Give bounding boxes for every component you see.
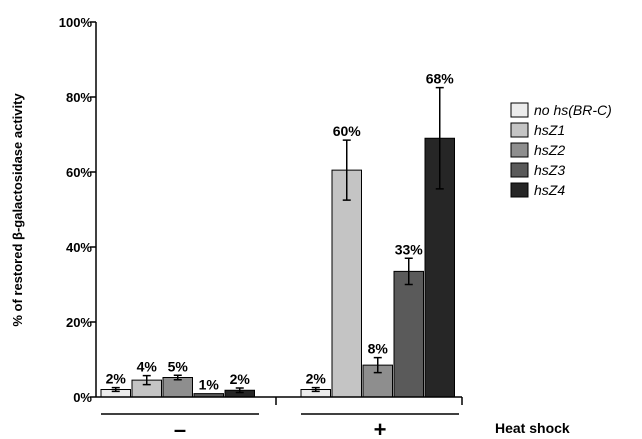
data-label: 68% bbox=[426, 71, 455, 87]
legend-item: hsZ1 bbox=[510, 122, 565, 138]
data-label: 1% bbox=[199, 377, 220, 393]
bar-groups: 2% 4% 5% 1% 2% 2% 60% 8% 33% 68% bbox=[100, 71, 455, 398]
y-tick-label: 0% bbox=[73, 390, 92, 405]
legend: no hs(BR-C) hsZ1 hsZ2 hsZ3 hsZ4 bbox=[510, 102, 612, 198]
legend-item: hsZ3 bbox=[510, 162, 565, 178]
y-axis-label: % of restored β-galactosidase activity bbox=[10, 93, 25, 327]
data-label: 8% bbox=[368, 341, 389, 357]
x-axis: – + bbox=[96, 396, 463, 439]
bar bbox=[393, 270, 424, 398]
data-label: 4% bbox=[137, 359, 158, 375]
legend-swatch bbox=[510, 102, 529, 118]
legend-label: hsZ3 bbox=[534, 162, 565, 178]
y-axis: 0% 20% 40% 60% 80% 100% bbox=[59, 15, 97, 405]
y-tick-label: 100% bbox=[59, 15, 93, 30]
bar bbox=[331, 169, 362, 398]
data-label: 2% bbox=[230, 371, 251, 387]
data-label: 5% bbox=[168, 358, 189, 374]
data-label: 2% bbox=[106, 371, 127, 387]
legend-swatch bbox=[510, 142, 529, 158]
legend-swatch bbox=[510, 182, 529, 198]
data-label: 2% bbox=[306, 371, 327, 387]
legend-swatch bbox=[510, 122, 529, 138]
y-tick-label: 80% bbox=[66, 90, 92, 105]
x-tick-label: + bbox=[374, 417, 387, 439]
data-label: 33% bbox=[395, 241, 424, 257]
legend-item: hsZ2 bbox=[510, 142, 565, 158]
x-axis-title: Heat shock bbox=[495, 420, 570, 436]
legend-label: hsZ1 bbox=[534, 122, 565, 138]
y-tick-label: 20% bbox=[66, 315, 92, 330]
legend-label: no hs(BR-C) bbox=[534, 102, 612, 118]
legend-label: hsZ2 bbox=[534, 142, 565, 158]
legend-swatch bbox=[510, 162, 529, 178]
y-tick-label: 40% bbox=[66, 240, 92, 255]
x-tick-label: – bbox=[174, 417, 186, 439]
legend-label: hsZ4 bbox=[534, 182, 565, 198]
bar-group: 2% 60% 8% 33% 68% bbox=[300, 71, 455, 398]
legend-item: no hs(BR-C) bbox=[510, 102, 612, 118]
legend-item: hsZ4 bbox=[510, 182, 565, 198]
bar-group: 2% 4% 5% 1% 2% bbox=[100, 358, 255, 398]
data-label: 60% bbox=[333, 123, 362, 139]
y-tick-label: 60% bbox=[66, 165, 92, 180]
